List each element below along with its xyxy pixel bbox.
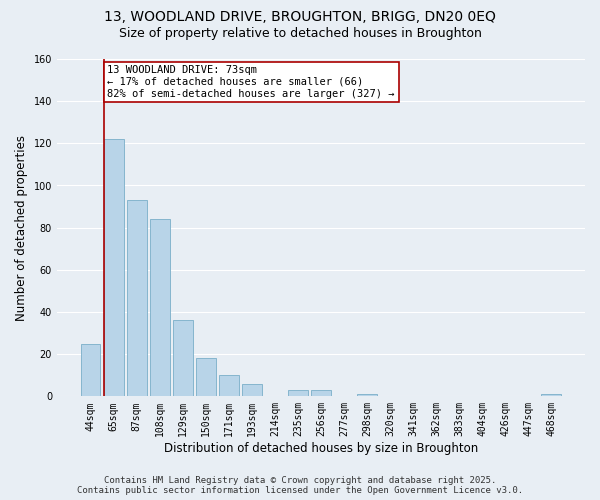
Bar	[311, 390, 331, 396]
Bar	[173, 320, 193, 396]
Y-axis label: Number of detached properties: Number of detached properties	[15, 134, 28, 320]
Bar	[81, 344, 100, 396]
Text: Size of property relative to detached houses in Broughton: Size of property relative to detached ho…	[119, 28, 481, 40]
Bar	[541, 394, 561, 396]
Text: 13, WOODLAND DRIVE, BROUGHTON, BRIGG, DN20 0EQ: 13, WOODLAND DRIVE, BROUGHTON, BRIGG, DN…	[104, 10, 496, 24]
Bar	[127, 200, 146, 396]
Bar	[150, 219, 170, 396]
Bar	[104, 139, 124, 396]
Bar	[219, 375, 239, 396]
Bar	[357, 394, 377, 396]
Text: Contains HM Land Registry data © Crown copyright and database right 2025.
Contai: Contains HM Land Registry data © Crown c…	[77, 476, 523, 495]
Text: 13 WOODLAND DRIVE: 73sqm
← 17% of detached houses are smaller (66)
82% of semi-d: 13 WOODLAND DRIVE: 73sqm ← 17% of detach…	[107, 66, 395, 98]
Bar	[196, 358, 215, 397]
Bar	[288, 390, 308, 396]
X-axis label: Distribution of detached houses by size in Broughton: Distribution of detached houses by size …	[164, 442, 478, 455]
Bar	[242, 384, 262, 396]
